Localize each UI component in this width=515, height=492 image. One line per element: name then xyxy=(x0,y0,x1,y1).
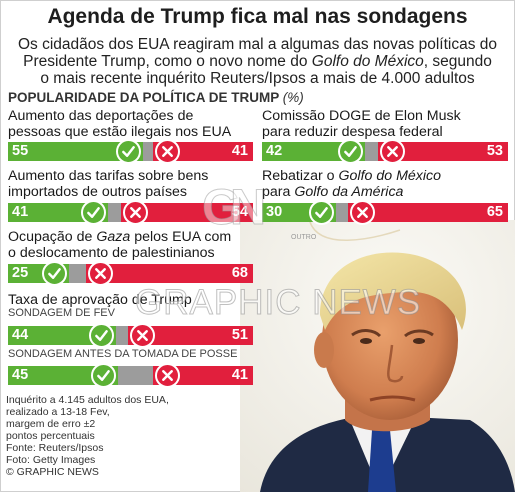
poll-subtitle: SONDAGEM ANTES DA TOMADA DE POSSE xyxy=(8,348,238,360)
disapprove-bar: 54 xyxy=(120,200,253,225)
section-unit: (%) xyxy=(282,90,304,105)
check-icon xyxy=(81,200,107,225)
item-label: Aumento das tarifas sobre bens xyxy=(8,168,209,184)
approve-bar: 30 xyxy=(262,200,336,225)
item-label: importados de outros países xyxy=(8,184,188,200)
watermark: GRAPHIC NEWS xyxy=(134,283,422,323)
approve-value: 30 xyxy=(266,204,283,220)
item-label: para reduzir despesa federal xyxy=(262,124,443,140)
cross-icon xyxy=(350,200,376,225)
disapprove-bar: 41 xyxy=(152,139,253,164)
page-title: Agenda de Trump fica mal nas sondagens xyxy=(47,5,468,28)
item-label: Aumento das deportações de xyxy=(8,108,194,124)
graphic-news-logo: G N xyxy=(196,176,267,236)
check-icon xyxy=(338,139,364,164)
item-label: Taxa de aprovação de Trump xyxy=(8,292,192,308)
approve-bar: 41 xyxy=(8,200,109,225)
item-label: para Golfo da América xyxy=(262,184,404,200)
section-heading-text: POPULARIDADE DA POLÍTICA DE TRUMP xyxy=(8,90,280,105)
item-label: Comissão DOGE de Elon Musk xyxy=(262,108,461,124)
check-icon xyxy=(91,363,117,388)
neutral-bar xyxy=(335,203,349,222)
neutral-bar xyxy=(115,326,129,345)
footnote-line: Fonte: Reuters/Ipsos xyxy=(6,442,104,454)
approval-bar: 45 41 xyxy=(8,363,253,388)
svg-text:G: G xyxy=(202,179,241,235)
disapprove-value: 41 xyxy=(231,143,248,159)
trump-photo xyxy=(240,220,515,492)
approve-value: 45 xyxy=(12,367,29,383)
neutral-bar xyxy=(108,203,121,222)
subtitle: Os cidadãos dos EUA reagiram mal a algum… xyxy=(10,36,505,87)
cross-icon xyxy=(154,139,180,164)
cross-icon xyxy=(130,323,156,348)
item-label: pessoas que estão ilegais nos EUA xyxy=(8,124,232,140)
check-icon xyxy=(88,323,114,348)
approve-bar: 55 xyxy=(8,139,143,164)
disapprove-value: 68 xyxy=(231,265,248,281)
footnote-line: pontos percentuais xyxy=(6,430,95,442)
approval-bar: 55 41 xyxy=(8,139,253,164)
footnote-line: Foto: Getty Images xyxy=(6,454,96,466)
approval-bar: 41 54 xyxy=(8,200,253,225)
label-emphasis: Golfo da América xyxy=(294,184,404,200)
approve-value: 25 xyxy=(12,265,29,281)
check-icon xyxy=(115,139,141,164)
item-label: o deslocamento de palestinianos xyxy=(8,245,218,261)
neutral-bar xyxy=(142,142,153,161)
label-emphasis: Gaza xyxy=(96,229,131,245)
label-emphasis: Golfo do México xyxy=(338,168,442,184)
approval-bar: 30 65 xyxy=(262,200,508,225)
cross-icon xyxy=(122,200,148,225)
approve-value: 41 xyxy=(12,204,29,220)
check-icon xyxy=(308,200,334,225)
disapprove-value: 65 xyxy=(486,204,503,220)
approve-bar: 42 xyxy=(262,139,366,164)
subtitle-line-1: Os cidadãos dos EUA reagiram mal a algum… xyxy=(17,36,498,53)
approve-value: 44 xyxy=(12,327,29,343)
cross-icon xyxy=(88,261,114,286)
footnote-line: Inquérito a 4.145 adultos dos EUA, xyxy=(6,394,169,406)
disapprove-bar: 53 xyxy=(377,139,508,164)
footnote: Inquérito a 4.145 adultos dos EUA, reali… xyxy=(6,394,169,478)
section-heading: POPULARIDADE DA POLÍTICA DE TRUMP (%) xyxy=(8,90,304,105)
neutral-bar xyxy=(69,264,87,283)
disapprove-bar: 51 xyxy=(128,323,253,348)
subtitle-line-3: o mais recente inquérito Reuters/Ipsos a… xyxy=(40,70,475,87)
footnote-line: margem de erro ±2 xyxy=(6,418,96,430)
disapprove-bar: 65 xyxy=(348,200,508,225)
disapprove-value: 51 xyxy=(231,327,248,343)
cross-icon xyxy=(154,363,180,388)
approval-bar: 25 68 xyxy=(8,261,253,286)
poll-subtitle: SONDAGEM DE FEV xyxy=(8,307,115,319)
disapprove-value: 41 xyxy=(231,367,248,383)
disapprove-bar: 41 xyxy=(152,363,253,388)
approval-bar: 42 53 xyxy=(262,139,508,164)
approve-bar: 25 xyxy=(8,261,70,286)
cross-icon xyxy=(379,139,405,164)
approve-bar: 44 xyxy=(8,323,116,348)
approve-value: 55 xyxy=(12,143,29,159)
copyright: © GRAPHIC NEWS xyxy=(6,466,99,478)
check-icon xyxy=(42,261,68,286)
outro-tag: OUTRO xyxy=(291,234,317,241)
approve-bar: 45 xyxy=(8,363,119,388)
approve-value: 42 xyxy=(266,143,283,159)
footnote-line: realizado a 13-18 Fev, xyxy=(6,406,110,418)
disapprove-value: 54 xyxy=(231,204,248,220)
disapprove-value: 53 xyxy=(486,143,503,159)
subtitle-emphasis: Golfo do México xyxy=(311,53,424,70)
neutral-bar xyxy=(365,142,378,161)
neutral-bar xyxy=(118,366,153,385)
disapprove-bar: 68 xyxy=(86,261,253,286)
approval-bar: 44 51 xyxy=(8,323,253,348)
item-label: Rebatizar o Golfo do México xyxy=(262,168,442,184)
subtitle-line-2: Presidente Trump, como o novo nome do Go… xyxy=(23,53,492,70)
item-label: Ocupação de Gaza pelos EUA com xyxy=(8,229,235,245)
svg-text:N: N xyxy=(230,179,266,235)
